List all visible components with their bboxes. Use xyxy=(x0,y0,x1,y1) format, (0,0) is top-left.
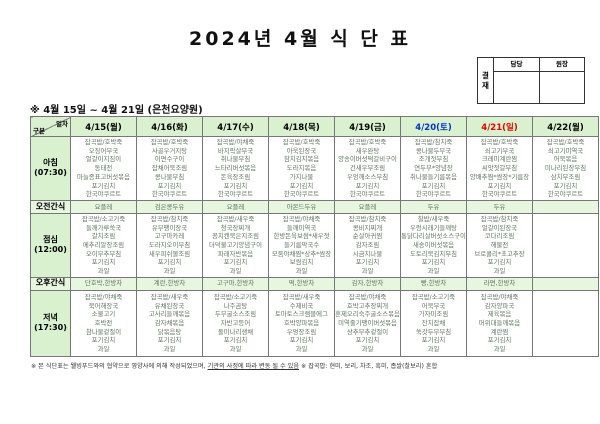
meal-cell: 라면,한방차 xyxy=(466,276,533,291)
meal-cell: 잡곡밥/호박죽 사골우거지탕 이면수구이 잡채어묵조림 콩나물무침 포기김치 한… xyxy=(136,136,203,201)
approval-box: 결 재 담당 원장 xyxy=(477,57,585,104)
meal-cell: 빵,한방차 xyxy=(400,276,467,291)
meal-cell: 잡곡밥/새우죽 청국장찌개 꽁치캔묵은지조림 더덕불고기양념구이 파래자반볶음 … xyxy=(202,212,269,278)
row-label-morning-snack: 오전간식 xyxy=(30,199,71,214)
meal-cell: 검은콩두유 xyxy=(136,199,203,214)
meal-cell: 아몬드두유 xyxy=(268,199,335,214)
meal-cell: 잡곡밥/참치죽 콩나물두부국 조개젓무침 연두부*양념장 취나물들기름볶음 포기… xyxy=(400,136,467,201)
meal-cell: 잡곡밥/호박죽 아욱된장국 참치김치볶음 도라지볶음 가지나물 포기김치 한국야… xyxy=(268,136,335,201)
corner-category-label: 구분 xyxy=(33,127,45,135)
day-header: 4/15(월) xyxy=(70,116,137,137)
meal-cell: 잡곡밥/야채죽 북어해장국 소불고기 호박전 참나물겉절이 포기김치 과일 xyxy=(70,289,137,357)
footnote-underlined: 기관의 사정에 따라 변동 될 수 있음 xyxy=(207,363,300,370)
day-header: 4/22(월) xyxy=(532,116,599,137)
meal-cell xyxy=(532,276,599,291)
meal-cell: 잡곡밥/야채죽 들깨미역국 한방돈육보쌈*새우젓 들기름막국수 모둠야채찜*상추… xyxy=(268,212,335,278)
meal-cell: 잡곡밥/야채죽 바지락살무국 취나물무침 느타리버섯볶음 돈육장조림 포기김치 … xyxy=(202,136,269,201)
meal-cell: 잡곡밥/참치죽 유부팽이장국 고구마카레 도라지오이무침 새우피쉬볼조림 포기김… xyxy=(136,212,203,278)
page-title: 2024년 4월 식 단 표 xyxy=(189,28,411,50)
lunch-row: 점심 (12:00) 잡곡밥/소고기죽 들깨가루쑥국 갈치조림 메추리알장조림 … xyxy=(30,212,599,278)
meal-cell: 계란,한방차 xyxy=(136,276,203,291)
row-label-breakfast: 아침 (07:30) xyxy=(30,136,71,201)
footnote: ※ 본 식단표는 웰빙푸드와의 협약으로 영양사에 의해 작성되었으며, 기관의… xyxy=(31,363,591,372)
meal-cell xyxy=(532,199,599,214)
week-range-label: ※ 4월 15일 ~ 4월 21일 (은천요양원) xyxy=(30,105,203,116)
meal-cell xyxy=(532,212,599,278)
day-header: 4/21(일) xyxy=(466,116,533,137)
day-header: 4/19(금) xyxy=(334,116,401,137)
meal-cell: 잡곡밥/소고기죽 들깨가루쑥국 갈치조림 메추리알장조림 오이부추무침 포기김치… xyxy=(70,212,137,278)
meal-cell: 잡곡밥/야채죽 호박고추장찌개 훈제오리숙주굴소스볶음 미역줄기팽이버섯볶음 상… xyxy=(334,289,401,357)
approval-sign-cell-director xyxy=(539,71,584,103)
meal-cell: 잡곡밥/소고기죽 어묵무국 가자미조림 잔치잡채 쑥갓두부무침 포기김치 과일 xyxy=(400,289,467,357)
row-label-afternoon-snack: 오후간식 xyxy=(30,276,71,291)
day-header: 4/20(토) xyxy=(400,116,467,137)
corner-cell: 일자 구분 xyxy=(30,116,71,137)
breakfast-row: 아침 (07:30) 잡곡밥/호박죽 오징어무국 얼갈이지짐이 동태전 마늘종표… xyxy=(30,136,599,201)
meal-cell: 요플레 xyxy=(202,199,269,214)
meal-cell: 잡곡밥/호박죽 쇠고기미역국 어묵볶음 미나리된장무침 삼치무조림 포기김치 한… xyxy=(532,136,599,201)
approval-col-staff: 담당 xyxy=(510,60,523,68)
meal-cell: 단호박,한방차 xyxy=(70,276,137,291)
meal-cell: 잡곡밥/야채죽 감자양파국 제육볶음 머위대들깨볶음 계란찜 포기김치 과일 xyxy=(466,289,533,357)
day-header: 4/18(목) xyxy=(268,116,335,137)
meal-cell: 두유 xyxy=(466,199,533,214)
approval-sign-cell-staff xyxy=(494,71,539,103)
meal-cell xyxy=(532,289,599,357)
meal-cell: 감자,한방차 xyxy=(334,276,401,291)
corner-date-label: 일자 xyxy=(56,120,68,128)
afternoon-snack-row: 오후간식 단호박,한방차 계란,한방차 고구마,한방차 떡,한방차 감자,한방차… xyxy=(30,276,599,291)
meal-cell: 떡,한방차 xyxy=(268,276,335,291)
meal-cell: 잡곡밥/호박죽 오징어무국 얼갈이지짐이 동태전 마늘종표고버섯볶음 포기김치 … xyxy=(70,136,137,201)
meal-cell: 잡곡밥/참치죽 얼갈이된장국 코다리조림 해물전 브로콜리*초고추장 포기김치 … xyxy=(466,212,533,278)
morning-snack-row: 오전간식 요플레 검은콩두유 요플레 아몬드두유 요플레 두유 두유 xyxy=(30,199,599,214)
approval-col-director: 원장 xyxy=(539,58,584,71)
dinner-row: 저녁 (17:30) 잡곡밥/야채죽 북어해장국 소불고기 호박전 참나물겉절이… xyxy=(30,289,599,357)
meal-cell: 잡곡밥/참치죽 콩비지찌개 순살아귀찜 감자조림 시금치나물 포기김치 과일 xyxy=(334,212,401,278)
meal-plan-table: 일자 구분 4/15(월) 4/16(화) 4/17(수) 4/18(목) 4/… xyxy=(30,116,599,357)
day-header: 4/16(화) xyxy=(136,116,203,137)
row-label-dinner: 저녁 (17:30) xyxy=(30,289,71,357)
approval-stamp-label: 결 재 xyxy=(478,58,494,103)
table-header-row: 일자 구분 4/15(월) 4/16(화) 4/17(수) 4/18(목) 4/… xyxy=(30,116,599,137)
row-label-lunch: 점심 (12:00) xyxy=(30,212,71,278)
meal-cell: 찰밥/새우죽 우렁시래기들깨탕 통닭다리살버섯소스구이 새송이버섯볶음 도토리묵… xyxy=(400,212,467,278)
meal-cell: 잡곡밥/새우죽 수제비국 토마토스크램블에그 호박양파볶음 우엉장조림 포기김치… xyxy=(268,289,335,357)
meal-cell: 고구마,한방차 xyxy=(202,276,269,291)
meal-cell: 잡곡밥/소고기죽 나주곰탕 두부굴소스조림 자반고등어 돌미나리생채 포기김치 … xyxy=(202,289,269,357)
meal-cell: 요플레 xyxy=(70,199,137,214)
meal-cell: 잡곡밥/호박죽 쇠고기무국 크레미계란찜 씨앗젓갈무침 양배추찜*쌈장*기름장 … xyxy=(466,136,533,201)
footnote-text-2: ※ 잡곡밥: 현미, 보리, 차조, 흑미, 좁쌀(찰보리) 혼합 xyxy=(299,363,438,370)
footnote-text-1: ※ 본 식단표는 웰빙푸드와의 협약으로 영양사에 의해 작성되었으며, xyxy=(31,363,208,370)
meal-cell: 잡곡밥/새우죽 유채된장국 고사리들깨볶음 감자채볶음 닭볶음탕 포기김치 과일 xyxy=(136,289,203,357)
meal-cell: 요플레 xyxy=(334,199,401,214)
day-header: 4/17(수) xyxy=(202,116,269,137)
meal-cell: 잡곡밥/호박죽 새우완탕 양송이버섯떡갈비구이 건새우무조림 우엉깨소스무침 포… xyxy=(334,136,401,201)
meal-cell: 두유 xyxy=(400,199,467,214)
